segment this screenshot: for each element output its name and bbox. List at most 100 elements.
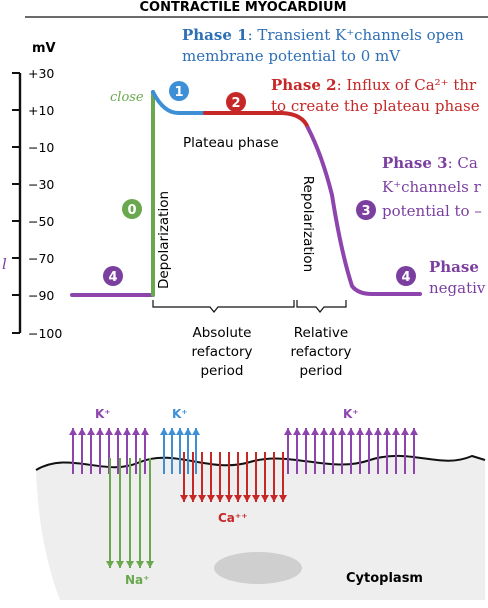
relative-refractory-line2: refactory	[290, 344, 351, 360]
absolute-refractory-line3: period	[200, 363, 243, 379]
phase-1-note-line2: membrane potential to 0 mV	[182, 47, 401, 65]
badge-circle	[169, 81, 189, 101]
absolute-refractory-bracket	[152, 300, 295, 313]
phase-badge-1: 1	[169, 81, 189, 101]
badge-circle	[122, 199, 142, 219]
k-repolarization-arrow	[320, 428, 328, 474]
ca-influx-arrow	[270, 452, 278, 502]
k-repolarization-arrow	[302, 428, 310, 474]
ca-influx-arrow	[234, 452, 242, 502]
cut-off-label: l	[2, 255, 7, 273]
k-transient-arrow	[192, 428, 200, 474]
badge-number: 0	[127, 203, 136, 218]
k-efflux-arrow	[114, 428, 122, 474]
k-repolarization-arrow	[383, 428, 391, 474]
tick-label: −30	[28, 177, 54, 192]
k-repolarization-arrow	[338, 428, 346, 474]
tick-label: −50	[28, 214, 54, 229]
k-transient-arrow	[176, 428, 184, 474]
k-efflux-arrow	[87, 428, 95, 474]
badge-circle	[396, 266, 416, 286]
ca-influx-arrow	[216, 452, 224, 502]
badge-circle	[103, 266, 123, 286]
na-ion-label: Na⁺	[125, 573, 149, 587]
diagram-title: CONTRACTILE MYOCARDIUM	[139, 0, 346, 15]
k-efflux-arrow	[78, 428, 86, 474]
tick-label: +30	[28, 66, 54, 81]
ion-channel-arrows	[69, 428, 418, 568]
phase-4-note-line2: negativ	[429, 279, 486, 297]
phase-1-line	[151, 90, 207, 116]
tick-label: +10	[28, 103, 54, 118]
ca-influx-arrow	[225, 452, 233, 502]
phase-3-note: Phase 3: Ca	[382, 154, 478, 172]
absolute-refractory-line1: Absolute	[192, 325, 251, 341]
na-influx-arrow	[126, 458, 134, 568]
tick-label: −90	[28, 288, 54, 303]
close-label: close	[110, 90, 144, 105]
ca-ion-label: Ca⁺⁺	[218, 511, 248, 525]
action-potential-curve	[70, 90, 422, 297]
badge-number: 1	[174, 85, 183, 100]
k-repolarization-arrow	[293, 428, 301, 474]
k-efflux-arrow	[132, 428, 140, 474]
relative-refractory-line3: period	[299, 363, 342, 379]
ca-influx-arrow	[243, 452, 251, 502]
phase-3-repolarization-line	[306, 126, 422, 296]
k-ion-label-left: K⁺	[95, 407, 111, 421]
k-efflux-arrow	[96, 428, 104, 474]
phase-2-note: Phase 2: Influx of Ca²⁺ thr	[271, 76, 477, 94]
k-repolarization-arrow	[374, 428, 382, 474]
k-repolarization-arrow	[311, 428, 319, 474]
k-efflux-arrow	[141, 428, 149, 474]
k-repolarization-arrow	[410, 428, 418, 474]
badge-number: 4	[401, 270, 410, 285]
relative-refractory-bracket	[296, 300, 347, 313]
k-transient-arrow	[168, 428, 176, 474]
phase-3-note-line3: potential to –	[382, 202, 482, 220]
badge-number: 4	[108, 270, 117, 285]
ca-influx-arrow	[252, 452, 260, 502]
phase-badge-0: 0	[122, 199, 142, 219]
tick-label: −10	[28, 140, 54, 155]
k-repolarization-arrow	[329, 428, 337, 474]
k-repolarization-arrow	[347, 428, 355, 474]
badge-number: 3	[361, 204, 370, 219]
ca-influx-arrow	[207, 452, 215, 502]
ca-influx-arrow	[198, 452, 206, 502]
axis-unit: mV	[32, 41, 56, 56]
na-influx-arrow	[136, 458, 144, 568]
cell-membrane	[35, 454, 486, 471]
k-repolarization-arrow	[356, 428, 364, 474]
tick-label: −100	[28, 326, 62, 341]
k-efflux-arrow	[123, 428, 131, 474]
relative-refractory-line1: Relative	[294, 325, 348, 341]
absolute-refractory-line2: refactory	[191, 344, 252, 360]
tick-label: −70	[28, 251, 54, 266]
phase-badge-4-right: 4	[396, 266, 416, 286]
ca-influx-arrow	[189, 452, 197, 502]
na-influx-arrow	[106, 458, 114, 568]
k-ion-label-right: K⁺	[343, 407, 359, 421]
k-efflux-arrow	[69, 428, 77, 474]
phase-badge-3: 3	[356, 200, 376, 220]
badge-circle	[356, 200, 376, 220]
badge-number: 2	[231, 96, 240, 111]
k-ion-label-middle: K⁺	[172, 407, 188, 421]
cytoplasm-label: Cytoplasm	[346, 571, 423, 586]
phase-2-plateau-line	[203, 111, 310, 130]
phase-badge-2: 2	[226, 92, 246, 112]
badge-circle	[226, 92, 246, 112]
refractory-brackets	[152, 300, 347, 313]
k-transient-arrow	[184, 428, 192, 474]
na-influx-arrow	[116, 458, 124, 568]
k-transient-arrow	[160, 428, 168, 474]
ca-influx-arrow	[180, 452, 188, 502]
na-influx-arrow	[146, 458, 154, 568]
phase-4-note: Phase	[429, 258, 479, 276]
phase-badge-4-left: 4	[103, 266, 123, 286]
ca-influx-arrow	[279, 452, 287, 502]
ca-influx-arrow	[261, 452, 269, 502]
k-repolarization-arrow	[284, 428, 292, 474]
